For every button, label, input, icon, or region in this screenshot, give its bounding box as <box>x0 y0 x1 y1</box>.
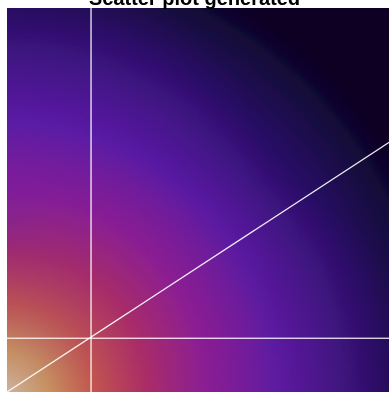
heatmap-field <box>7 8 389 392</box>
reference-line-diagonal <box>6 141 389 393</box>
heatmap-bottom-glow <box>7 8 389 392</box>
reference-lines <box>6 8 389 393</box>
chart-title: Scatter plot generated <box>0 0 389 11</box>
